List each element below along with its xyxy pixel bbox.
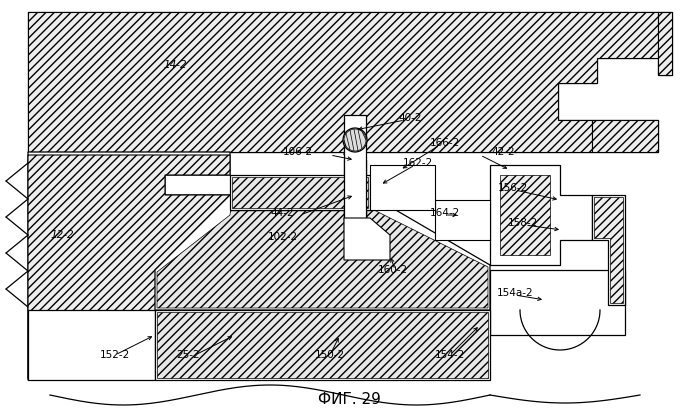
Polygon shape — [592, 195, 625, 305]
Polygon shape — [490, 165, 592, 265]
Polygon shape — [435, 200, 490, 240]
Polygon shape — [28, 12, 658, 152]
Text: 152-2: 152-2 — [100, 350, 130, 360]
Polygon shape — [344, 218, 390, 260]
Text: 25-2: 25-2 — [176, 350, 200, 360]
Text: 150-2: 150-2 — [315, 350, 345, 360]
Polygon shape — [155, 310, 490, 380]
Polygon shape — [370, 165, 435, 210]
Text: ФИГ. 29: ФИГ. 29 — [317, 392, 380, 407]
Text: 160-2: 160-2 — [378, 265, 408, 275]
Polygon shape — [28, 155, 230, 378]
Text: 102-2: 102-2 — [268, 232, 298, 242]
Polygon shape — [28, 310, 155, 380]
Text: 154a-2: 154a-2 — [497, 288, 533, 298]
Text: 156-2: 156-2 — [498, 183, 528, 193]
Polygon shape — [157, 197, 488, 308]
Polygon shape — [500, 175, 550, 255]
Text: 14-2: 14-2 — [163, 60, 187, 70]
Polygon shape — [658, 12, 672, 75]
Text: 44-2: 44-2 — [271, 208, 294, 218]
Polygon shape — [155, 195, 490, 310]
Circle shape — [344, 129, 366, 151]
Text: 158-2: 158-2 — [508, 218, 538, 228]
Polygon shape — [594, 197, 623, 303]
Polygon shape — [658, 12, 672, 75]
Polygon shape — [592, 120, 658, 152]
Text: 12-2: 12-2 — [50, 230, 74, 240]
Polygon shape — [592, 120, 658, 152]
Polygon shape — [157, 312, 488, 378]
Polygon shape — [230, 175, 370, 210]
Text: 40-2: 40-2 — [398, 113, 421, 123]
Circle shape — [343, 128, 367, 152]
Polygon shape — [232, 177, 368, 208]
Text: 164-2: 164-2 — [430, 208, 460, 218]
Polygon shape — [28, 12, 658, 152]
Text: 42-2: 42-2 — [491, 147, 514, 157]
Text: 154-2: 154-2 — [435, 350, 465, 360]
Polygon shape — [344, 115, 366, 220]
Text: 166-2: 166-2 — [430, 138, 460, 148]
Polygon shape — [490, 270, 625, 335]
Text: 162-2: 162-2 — [403, 158, 433, 168]
Text: 106-2: 106-2 — [283, 147, 313, 157]
Polygon shape — [28, 152, 230, 380]
